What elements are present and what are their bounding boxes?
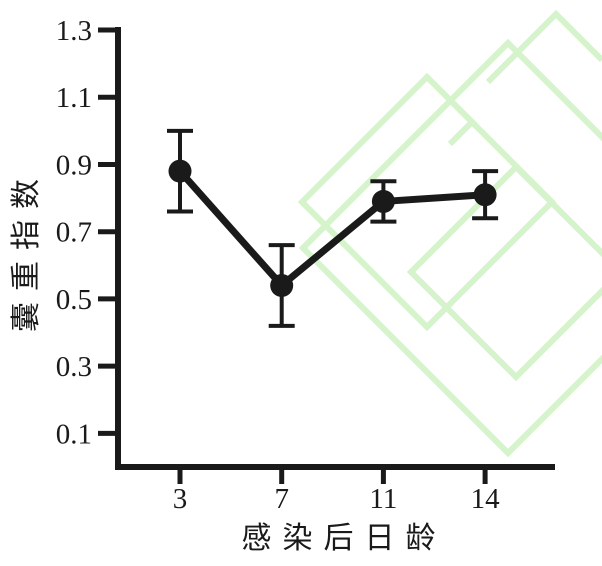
y-tick-label: 1.3: [56, 15, 92, 47]
watermark-diamond-mid: [297, 72, 557, 332]
watermark-chevron-top: [485, 9, 602, 85]
x-tick-label: 14: [471, 483, 501, 515]
watermark-notch: [447, 99, 477, 147]
x-tick-label: 3: [173, 483, 188, 515]
data-series-layer: [167, 128, 499, 328]
y-tick-label: 0.1: [56, 418, 92, 450]
y-tick-label: 1.1: [56, 82, 92, 114]
x-tick-label: 11: [369, 483, 397, 515]
y-tick-label: 0.3: [56, 351, 92, 383]
x-tick-label: 7: [274, 483, 289, 515]
watermark-diamond-inner: [406, 162, 602, 382]
data-point: [371, 189, 395, 213]
y-axis-title: 囊重指数: [10, 168, 43, 332]
y-tick-label: 0.5: [56, 284, 92, 316]
y-tick-label: 0.9: [56, 149, 92, 181]
data-point: [168, 159, 192, 183]
y-tick-label: 0.7: [56, 217, 92, 249]
axes-layer: 1.3 1.1 0.9 0.7 0.5 0.3 0.1 3 7 11 14: [56, 15, 555, 515]
data-point: [473, 183, 497, 207]
data-point: [270, 273, 294, 297]
x-axis-title: 感染后日龄: [242, 522, 447, 555]
data-line: [176, 167, 489, 289]
